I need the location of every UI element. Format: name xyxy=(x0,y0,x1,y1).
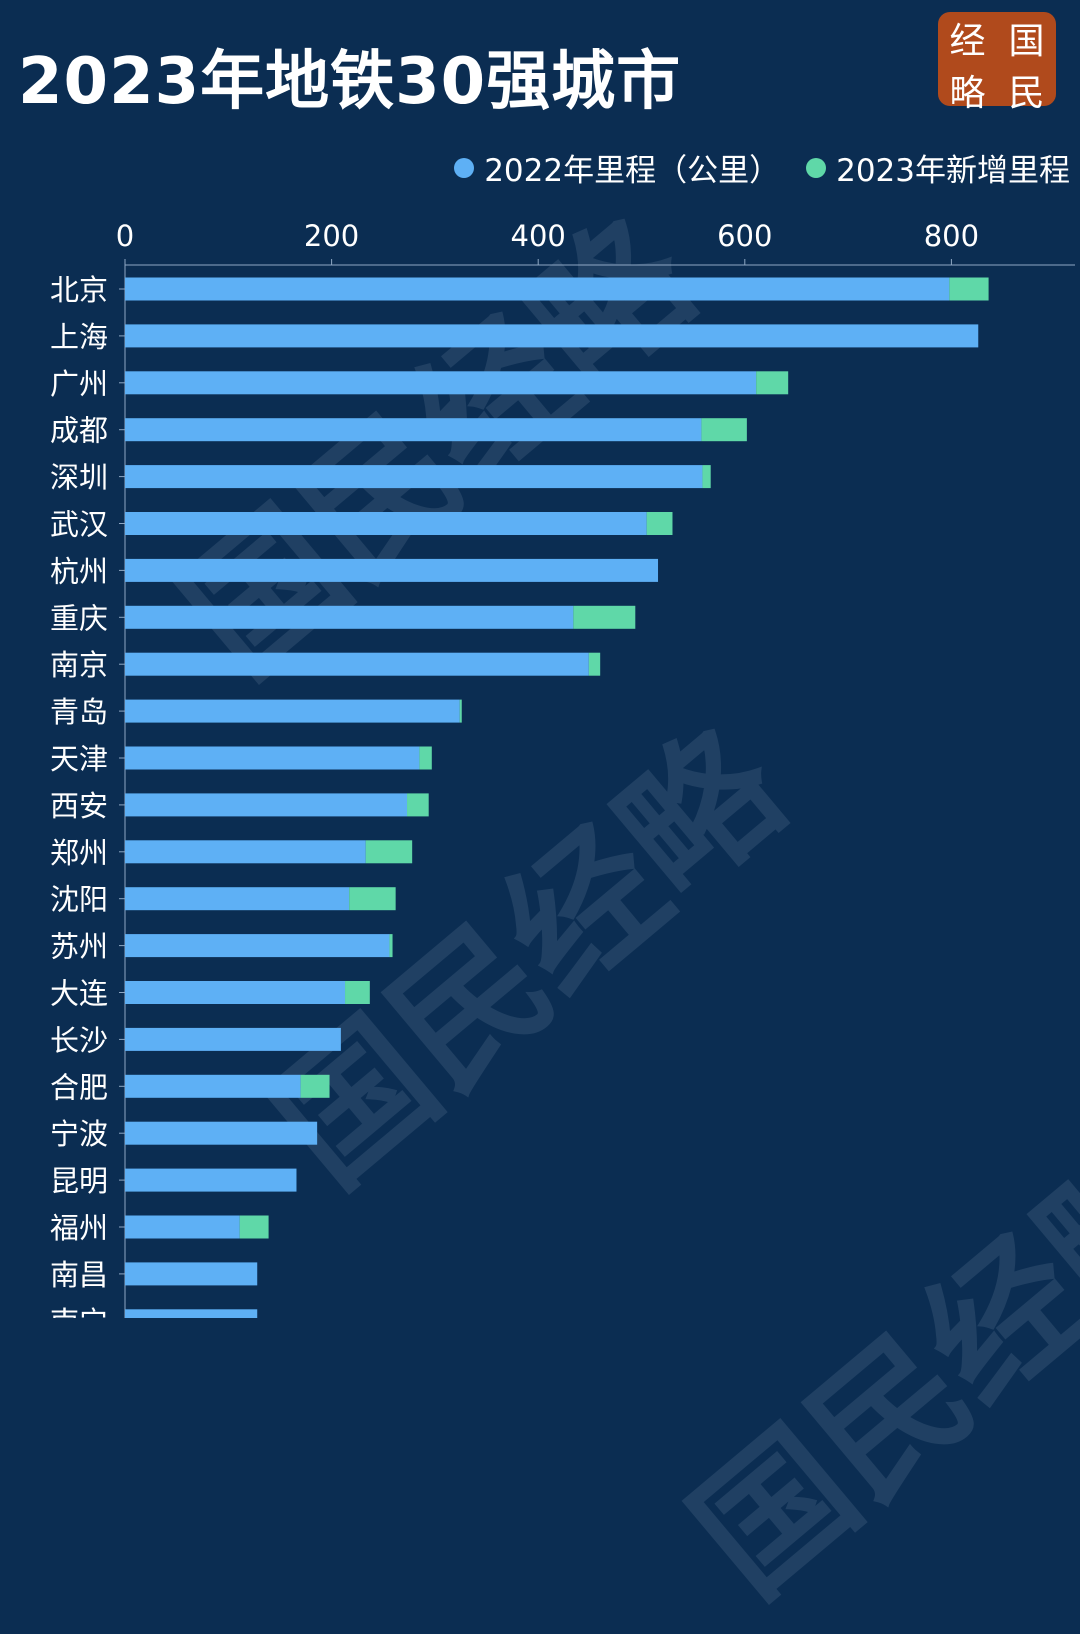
seal-char-3: 略 xyxy=(949,73,986,114)
bar-2022-mileage xyxy=(125,558,659,582)
category-label: 天津 xyxy=(50,742,108,776)
bar-2022-mileage xyxy=(125,699,460,723)
category-label: 宁波 xyxy=(50,1117,108,1151)
category-label: 广州 xyxy=(50,367,108,401)
bar-2023-added-mileage xyxy=(702,465,711,489)
bar-2022-mileage xyxy=(125,746,420,770)
legend-dot-base xyxy=(454,157,475,178)
chart-title: 2023年地铁30强城市 xyxy=(18,45,682,119)
seal-char-2: 国 xyxy=(1008,21,1045,62)
category-label: 福州 xyxy=(50,1211,108,1245)
category-label: 武汉 xyxy=(50,508,108,542)
category-label: 北京 xyxy=(50,273,108,307)
category-label: 南京 xyxy=(50,648,108,682)
chart-legend: 2022年里程（公里） 2023年新增里程 xyxy=(454,145,1070,190)
bar-2022-mileage xyxy=(125,887,350,911)
bar-2022-mileage xyxy=(125,1168,297,1192)
legend-item-base: 2022年里程（公里） xyxy=(454,145,780,190)
bar-2023-added-mileage xyxy=(756,371,789,395)
bar-2022-mileage xyxy=(125,324,979,348)
bar-2022-mileage xyxy=(125,1121,318,1145)
x-tick-label: 600 xyxy=(717,219,772,253)
category-label: 南宁 xyxy=(50,1305,108,1318)
category-label: 成都 xyxy=(50,414,108,448)
bar-2023-added-mileage xyxy=(646,512,673,535)
bar-2022-mileage xyxy=(125,1215,240,1239)
bar-2023-added-mileage xyxy=(701,418,747,442)
legend-label-base: 2022年里程（公里） xyxy=(484,153,781,189)
bar-2022-mileage xyxy=(125,371,757,395)
legend-dot-added xyxy=(806,157,827,178)
bar-2023-added-mileage xyxy=(389,934,393,958)
category-label: 长沙 xyxy=(50,1023,108,1057)
bar-2022-mileage xyxy=(125,512,647,535)
bar-2023-added-mileage xyxy=(239,1215,269,1239)
bar-2022-mileage xyxy=(125,1074,301,1098)
bar-2022-mileage xyxy=(125,1309,258,1318)
bar-2022-mileage xyxy=(125,981,346,1004)
bar-2022-mileage xyxy=(125,934,390,958)
bar-2023-added-mileage xyxy=(349,887,396,911)
bar-2022-mileage xyxy=(125,793,408,817)
x-tick-label: 400 xyxy=(511,219,566,253)
bar-2023-added-mileage xyxy=(573,605,636,629)
category-label: 杭州 xyxy=(50,554,108,588)
bar-2023-added-mileage xyxy=(365,840,413,864)
seal-char-4: 民 xyxy=(1008,73,1045,114)
bar-2023-added-mileage xyxy=(407,793,429,817)
x-tick-label: 800 xyxy=(924,219,979,253)
bar-2023-added-mileage xyxy=(345,981,370,1004)
bar-2023-added-mileage xyxy=(459,699,462,723)
legend-label-added: 2023年新增里程 xyxy=(836,153,1070,189)
category-label: 昆明 xyxy=(50,1164,108,1198)
bar-2022-mileage xyxy=(125,605,574,629)
category-label: 青岛 xyxy=(50,695,108,729)
bar-2022-mileage xyxy=(125,1262,258,1286)
category-label: 合肥 xyxy=(50,1070,108,1104)
category-label: 重庆 xyxy=(50,601,108,635)
category-label: 西安 xyxy=(50,789,108,823)
category-label: 苏州 xyxy=(50,930,108,964)
bar-2022-mileage xyxy=(125,652,589,676)
bar-2023-added-mileage xyxy=(419,746,432,770)
category-label: 上海 xyxy=(50,320,108,354)
category-label: 沈阳 xyxy=(50,883,108,917)
bar-2022-mileage xyxy=(125,418,702,442)
bar-2023-added-mileage xyxy=(949,277,989,301)
legend-item-added: 2023年新增里程 xyxy=(806,145,1070,190)
x-tick-label: 0 xyxy=(116,219,134,253)
bar-chart: 0 200 400 600 800 北京上海广州成都深圳武汉杭州重庆南京青岛天津西安郑州沈… xyxy=(50,219,1075,1318)
bar-2022-mileage xyxy=(125,277,950,301)
bar-2022-mileage xyxy=(125,840,366,864)
bar-2022-mileage xyxy=(125,465,703,489)
category-label: 郑州 xyxy=(50,836,108,870)
category-label: 大连 xyxy=(50,977,108,1011)
category-label: 深圳 xyxy=(50,461,108,495)
bar-2023-added-mileage xyxy=(588,652,601,676)
brand-seal-logo: 经 国 略 民 xyxy=(938,12,1056,114)
bar-2023-added-mileage xyxy=(300,1074,330,1098)
x-tick-label: 200 xyxy=(304,219,359,253)
category-label: 南昌 xyxy=(50,1258,108,1292)
seal-char-1: 经 xyxy=(949,21,986,62)
bar-2022-mileage xyxy=(125,1027,341,1051)
